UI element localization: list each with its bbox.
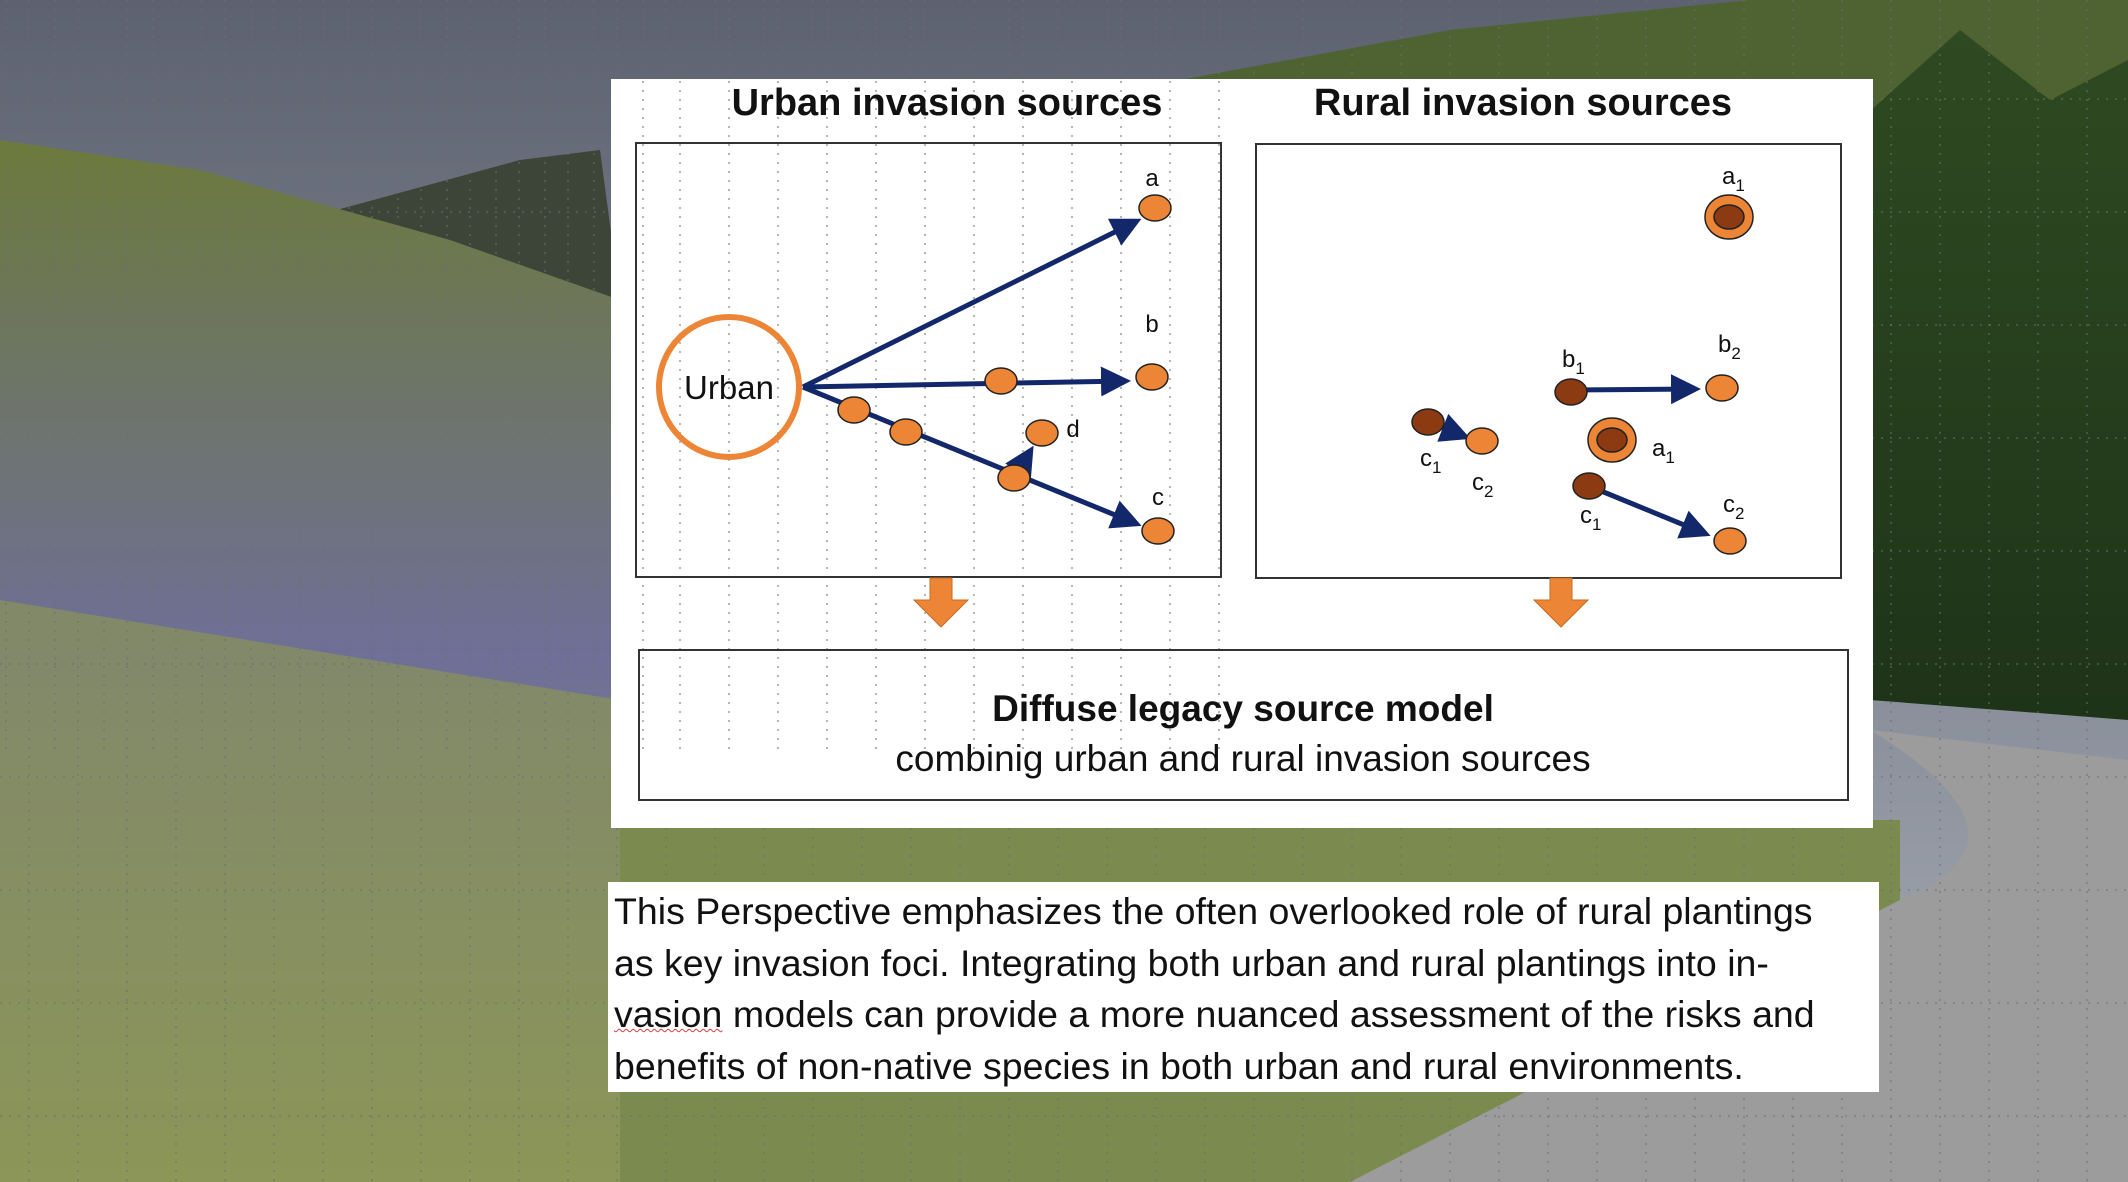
label-c2-right: c2 [1723,491,1744,523]
model-box [638,649,1849,801]
arrow-to-a [801,218,1142,390]
arrow-to-b [802,366,1131,397]
node-b [1135,363,1169,391]
urban-box [635,142,1222,578]
down-arrow-rural-icon [1532,577,1590,628]
label-a1-mid: a1 [1652,435,1675,467]
model-title: Diffuse legacy source model [992,688,1494,729]
node-c1-left [1411,408,1445,436]
rural-box [1255,143,1842,579]
caption-line-1: This Perspective emphasizes the often ov… [614,890,1813,932]
node-c-mid2 [889,418,923,446]
caption-line-2: as key invasion foci. Integrating both u… [614,941,1769,984]
node-a1-top-inner [1713,204,1745,230]
node-c2-right [1713,527,1747,555]
label-b1: b1 [1562,346,1585,378]
caption-line-3: vasion models can provide a more nuanced… [614,993,1815,1035]
node-b-mid [984,367,1018,395]
caption-panel: This Perspective emphasizes the often ov… [608,882,1879,1092]
caption-line-4: benefits of non-native species in both u… [614,1044,1744,1087]
node-c-mid1 [837,396,871,424]
urban-title: Urban invasion sources [731,82,1163,124]
arrow-b1-b2 [1570,374,1701,405]
node-a [1138,194,1172,222]
urban-circle [656,314,802,460]
node-c [1141,517,1175,545]
model-subtitle: combinig urban and rural invasion source… [895,738,1591,779]
label-d: d [1066,416,1079,443]
rural-title: Rural invasion sources [1313,82,1733,124]
down-arrow-urban-icon [912,577,970,628]
spellcheck-word: vasion [614,993,723,1035]
node-a1-mid-inner [1596,427,1628,453]
node-c2-left [1465,427,1499,455]
node-d [1025,419,1059,447]
label-a1-top: a1 [1722,163,1745,195]
node-c1-right [1572,472,1606,500]
label-c1-right: c1 [1580,502,1601,534]
label-c2-left: c2 [1472,469,1493,501]
label-a: a [1145,165,1159,192]
urban-label: Urban [684,369,774,406]
node-b1 [1554,378,1588,406]
label-c: c [1152,484,1164,511]
node-c-mid3 [997,464,1031,492]
arrow-c1-c2-right [1588,483,1711,539]
label-c1-left: c1 [1420,445,1441,477]
node-b2 [1705,374,1739,402]
label-b: b [1145,311,1158,338]
label-b2: b2 [1718,331,1741,363]
